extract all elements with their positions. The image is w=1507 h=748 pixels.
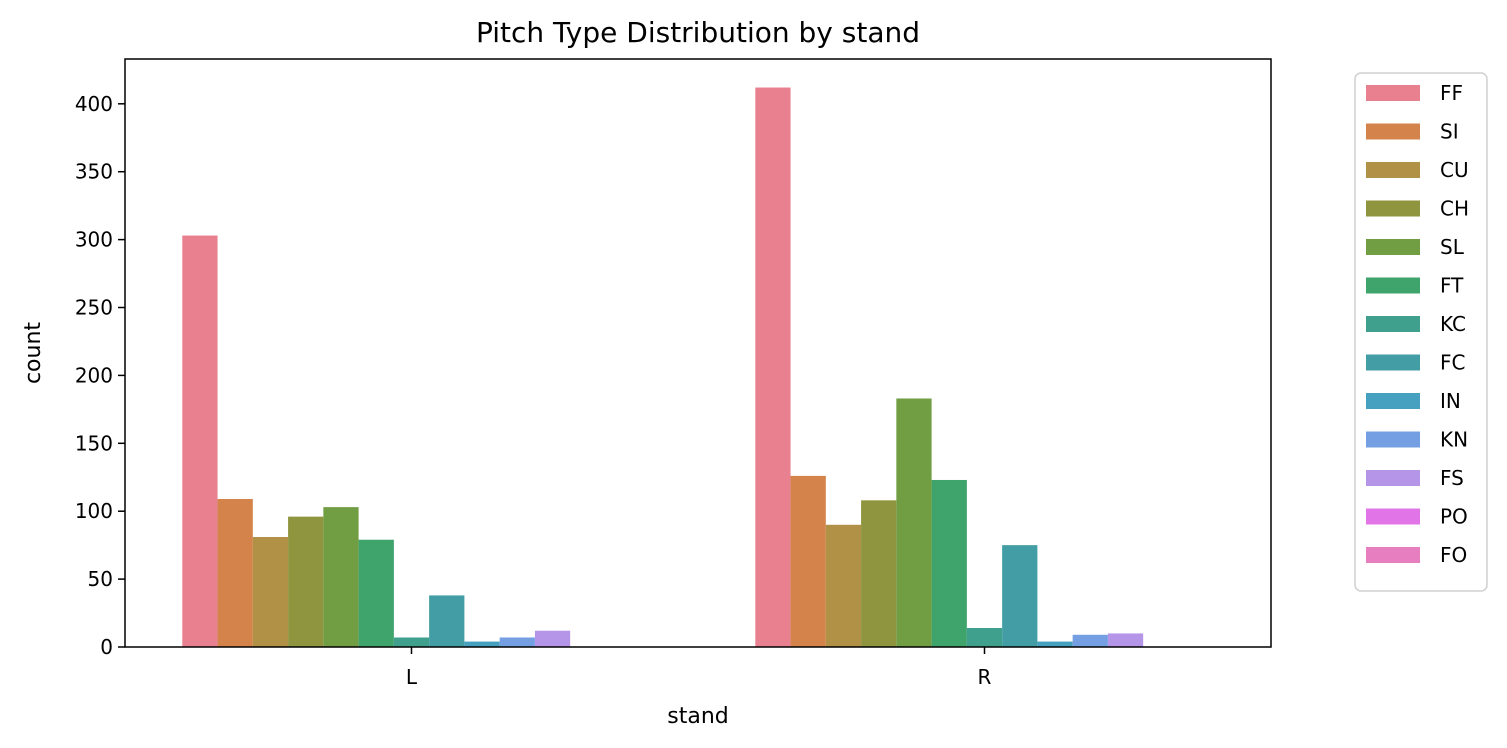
legend-item-fc: FC xyxy=(1366,351,1465,375)
bar-fs-r xyxy=(1107,633,1144,647)
bar-cu-r xyxy=(825,524,862,647)
y-tick-label: 200 xyxy=(75,363,113,387)
legend-item-si: SI xyxy=(1366,120,1459,144)
legend-label: SI xyxy=(1440,120,1459,144)
legend-swatch xyxy=(1366,239,1420,255)
bar-ft-r xyxy=(931,479,967,647)
bar-ft-l xyxy=(358,539,394,647)
legend-item-cu: CU xyxy=(1366,158,1469,182)
legend-label: FS xyxy=(1440,466,1464,490)
bars-layer xyxy=(182,87,1144,648)
bar-fc-r xyxy=(1002,545,1038,647)
bar-sl-r xyxy=(896,398,932,647)
bar-in-l xyxy=(464,641,500,647)
bar-kc-l xyxy=(393,637,430,647)
x-axis-label: stand xyxy=(667,704,728,729)
y-tick-label: 300 xyxy=(75,228,113,252)
legend-item-in: IN xyxy=(1366,389,1461,413)
legend-label: FF xyxy=(1440,81,1463,105)
legend-swatch xyxy=(1366,470,1420,486)
bar-in-r xyxy=(1037,641,1073,647)
y-tick-label: 250 xyxy=(75,296,113,320)
legend-item-kc: KC xyxy=(1366,312,1466,336)
y-axis: 0 50 100 150 200 250 300 350 400 xyxy=(75,92,125,659)
bar-fc-l xyxy=(429,595,465,647)
bar-ch-l xyxy=(288,516,324,647)
y-tick-label: 0 xyxy=(100,635,113,659)
bar-kn-r xyxy=(1072,634,1108,647)
bar-ff-r xyxy=(755,87,791,647)
bar-fs-l xyxy=(534,630,571,647)
bar-kc-r xyxy=(966,627,1003,647)
legend-label: PO xyxy=(1440,505,1468,529)
legend-swatch xyxy=(1366,85,1420,101)
legend-label: CH xyxy=(1440,197,1469,221)
legend-swatch xyxy=(1366,162,1420,178)
legend-item-ff: FF xyxy=(1366,81,1463,105)
bar-cu-l xyxy=(252,537,289,647)
bar-si-l xyxy=(217,498,253,647)
legend-label: FO xyxy=(1440,543,1467,567)
bar-ff-l xyxy=(182,235,218,648)
legend-item-kn: KN xyxy=(1366,428,1468,452)
legend-label: CU xyxy=(1440,158,1469,182)
legend-swatch xyxy=(1366,393,1420,409)
legend-swatch xyxy=(1366,316,1420,332)
y-tick-label: 150 xyxy=(75,431,113,455)
legend-swatch xyxy=(1366,277,1420,294)
legend-swatch xyxy=(1366,508,1420,525)
legend-swatch xyxy=(1366,123,1420,140)
legend-item-po: PO xyxy=(1366,505,1468,529)
legend: FF SI CU CH SL FT KC FC IN KN FS PO FO xyxy=(1354,72,1488,592)
legend-item-ch: CH xyxy=(1366,197,1469,221)
legend-item-ft: FT xyxy=(1366,274,1464,298)
legend-label: IN xyxy=(1440,389,1461,413)
legend-swatch xyxy=(1366,354,1420,371)
bar-si-r xyxy=(790,475,826,647)
legend-label: KC xyxy=(1440,312,1466,336)
legend-swatch xyxy=(1366,547,1420,563)
y-tick-label: 350 xyxy=(75,160,113,184)
chart-title: Pitch Type Distribution by stand xyxy=(476,16,920,49)
y-tick-label: 50 xyxy=(88,567,113,591)
legend-swatch xyxy=(1366,431,1420,448)
legend-label: FC xyxy=(1440,351,1465,375)
plot-frame xyxy=(124,58,1272,648)
bar-sl-l xyxy=(323,507,359,647)
legend-label: KN xyxy=(1440,428,1468,452)
legend-label: SL xyxy=(1440,235,1465,259)
bar-kn-l xyxy=(499,637,535,647)
legend-label: FT xyxy=(1440,274,1464,298)
legend-item-fs: FS xyxy=(1366,466,1464,490)
x-tick-label-r: R xyxy=(978,665,992,689)
y-tick-label: 100 xyxy=(75,499,113,523)
legend-item-fo: FO xyxy=(1366,543,1467,567)
bar-ch-r xyxy=(861,500,897,647)
y-axis-label: count xyxy=(21,322,46,384)
x-tick-label-l: L xyxy=(406,665,418,689)
y-tick-label: 400 xyxy=(75,92,113,116)
legend-swatch xyxy=(1366,200,1420,217)
legend-item-sl: SL xyxy=(1366,235,1465,259)
